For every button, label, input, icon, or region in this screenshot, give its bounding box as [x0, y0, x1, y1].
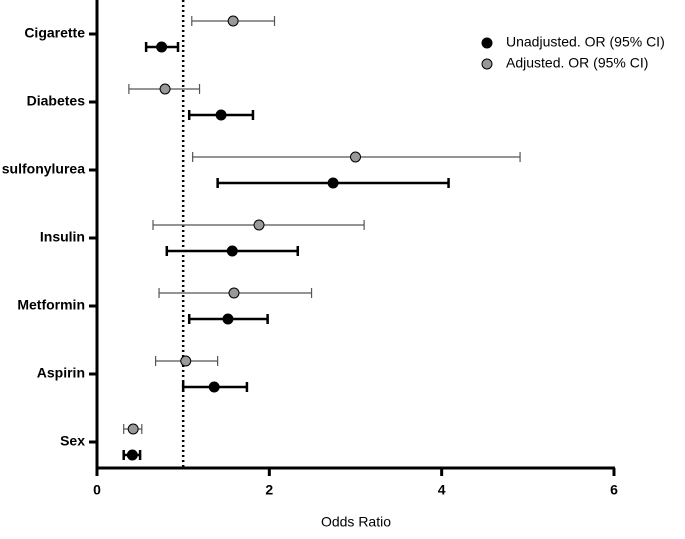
y-tick-label: Insulin	[40, 229, 85, 245]
legend-marker	[481, 58, 493, 70]
point	[156, 41, 168, 53]
point	[215, 109, 227, 121]
y-tick-label: Cigarette	[24, 25, 85, 41]
y-tick-label: Diabetes	[27, 93, 86, 109]
x-tick-label: 6	[610, 482, 618, 498]
point	[180, 355, 192, 367]
point	[253, 219, 265, 231]
x-tick-label: 0	[93, 482, 101, 498]
x-tick-label: 4	[438, 482, 446, 498]
point	[227, 15, 239, 27]
legend-label: Adjusted. OR (95% CI)	[506, 55, 648, 71]
point	[208, 381, 220, 393]
y-tick-label: Sex	[60, 433, 85, 449]
point	[327, 177, 339, 189]
point	[222, 313, 234, 325]
point	[350, 151, 361, 163]
point	[228, 287, 240, 299]
legend-marker	[481, 37, 493, 49]
x-axis-label: Odds Ratio	[321, 514, 391, 530]
point	[127, 423, 139, 435]
y-tick-label: sulfonylurea	[2, 161, 85, 177]
point	[226, 245, 238, 257]
point	[126, 449, 138, 461]
y-tick-label: Metformin	[17, 297, 85, 313]
point	[159, 83, 171, 95]
y-tick-label: Aspirin	[37, 365, 85, 381]
legend-label: Unadjusted. OR (95% CI)	[506, 34, 665, 50]
x-tick-label: 2	[265, 482, 273, 498]
